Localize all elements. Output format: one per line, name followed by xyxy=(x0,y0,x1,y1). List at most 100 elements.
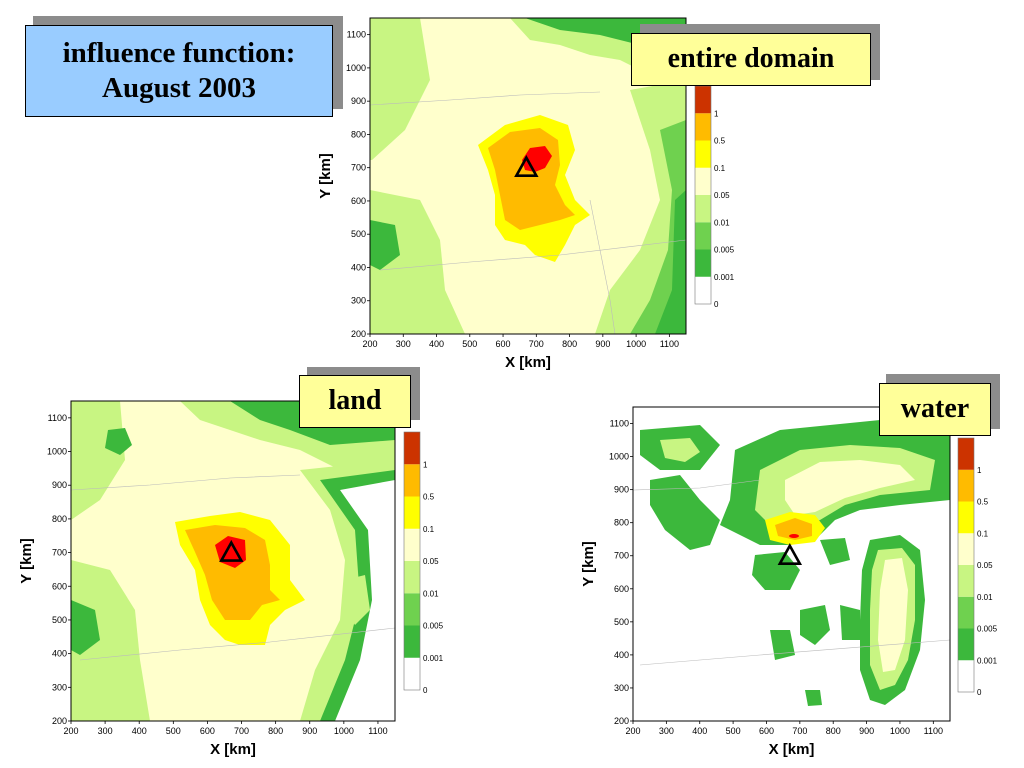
y-tick-label: 1100 xyxy=(610,419,629,429)
x-tick-label: 300 xyxy=(396,339,411,349)
colorbar-label: 0 xyxy=(423,686,428,695)
colorbar-segment xyxy=(404,625,420,658)
title-line-2: August 2003 xyxy=(102,71,256,104)
colorbar-segment xyxy=(695,276,711,304)
title-line-1: influence function: xyxy=(62,37,296,69)
x-tick-label: 900 xyxy=(859,726,874,736)
y-tick-label: 500 xyxy=(52,615,67,625)
plume-0.1 xyxy=(488,128,575,230)
y-tick-label: 900 xyxy=(52,480,67,490)
colorbar-segment xyxy=(958,565,974,597)
field-e-0.005 xyxy=(630,120,686,334)
x-tick-label: 700 xyxy=(234,726,249,736)
lake-shore xyxy=(589,199,616,334)
x-tick-label: 800 xyxy=(268,726,283,736)
field-sw-0.01 xyxy=(71,560,150,721)
y-tick-label: 1000 xyxy=(346,63,366,73)
y-tick-label: 600 xyxy=(351,196,366,206)
water-patch-e xyxy=(820,538,850,565)
colorbar-frame xyxy=(403,431,421,691)
x-tick-label: 200 xyxy=(625,726,640,736)
field-lake-island xyxy=(345,575,370,625)
plot-frame xyxy=(70,400,396,722)
y-tick-label: 900 xyxy=(351,96,366,106)
panel-label-entire-domain: entire domain xyxy=(631,33,871,86)
water-plume-0.1 xyxy=(775,518,812,540)
y-tick-label: 900 xyxy=(614,485,629,495)
x-tick-label: 400 xyxy=(692,726,707,736)
field-sw-0.001 xyxy=(71,600,100,655)
x-axis-label: X [km] xyxy=(210,741,256,758)
state-border xyxy=(639,639,950,666)
receptor-triangle xyxy=(514,155,539,177)
water-east-0.05 xyxy=(878,558,908,672)
y-tick-label: 1100 xyxy=(48,413,67,423)
x-tick-label: 300 xyxy=(98,726,113,736)
colorbar-label: 0.01 xyxy=(977,593,993,602)
x-tick-label: 1100 xyxy=(368,726,387,736)
colorbar-segment xyxy=(958,438,974,470)
colorbar-segment xyxy=(404,432,420,465)
field-nw-0.01 xyxy=(370,18,430,160)
x-tick-label: 400 xyxy=(429,339,444,349)
y-tick-label: 600 xyxy=(614,584,629,594)
y-tick-label: 400 xyxy=(351,262,366,272)
colorbar-label: 0.001 xyxy=(714,273,735,282)
x-axis-label: X [km] xyxy=(505,354,551,371)
x-tick-label: 700 xyxy=(529,339,544,349)
water-patch-c xyxy=(752,552,800,590)
colorbar-segment xyxy=(695,249,711,277)
water-patch-s2 xyxy=(840,605,860,640)
colorbar-frame xyxy=(957,437,975,693)
country-border xyxy=(370,91,601,106)
colorbar-label: 0.001 xyxy=(423,654,444,663)
x-tick-label: 700 xyxy=(792,726,807,736)
colorbar-segment xyxy=(695,167,711,195)
x-tick-label: 1000 xyxy=(334,726,354,736)
panel-label-water: water xyxy=(879,383,991,436)
x-tick-label: 500 xyxy=(166,726,181,736)
colorbar-segment xyxy=(958,660,974,692)
colorbar-label: 0.005 xyxy=(977,625,998,634)
x-tick-label: 300 xyxy=(659,726,674,736)
water-patch-w xyxy=(650,475,720,550)
water-north-0.05 xyxy=(785,460,915,515)
plot-frame xyxy=(369,17,687,335)
y-tick-label: 300 xyxy=(614,683,629,693)
colorbar-segment xyxy=(404,464,420,497)
colorbar-segment xyxy=(695,113,711,141)
country-border xyxy=(633,479,761,491)
colorbar-segment xyxy=(695,140,711,168)
colorbar-label: 0.1 xyxy=(714,164,726,173)
y-tick-label: 700 xyxy=(52,548,67,558)
colorbar-label: 0.01 xyxy=(714,218,730,227)
state-border xyxy=(79,627,395,661)
colorbar-label: 0.1 xyxy=(423,525,435,534)
y-tick-label: 700 xyxy=(351,163,366,173)
colorbar-label: 0 xyxy=(977,688,982,697)
contour-map-land xyxy=(71,401,395,721)
x-tick-label: 600 xyxy=(200,726,215,736)
x-tick-label: 1100 xyxy=(660,339,679,349)
y-axis-label: Y [km] xyxy=(18,538,35,584)
colorbar-segment xyxy=(695,86,711,114)
y-tick-label: 400 xyxy=(614,650,629,660)
y-tick-label: 1100 xyxy=(347,30,366,40)
water-plume-0.5 xyxy=(789,534,799,538)
colorbar-segment xyxy=(404,593,420,626)
x-tick-label: 1000 xyxy=(890,726,910,736)
y-tick-label: 300 xyxy=(351,296,366,306)
y-tick-label: 400 xyxy=(52,649,67,659)
panel-land xyxy=(70,400,396,722)
receptor-triangle xyxy=(219,539,244,562)
water-patch-s4 xyxy=(805,690,822,706)
y-tick-label: 800 xyxy=(351,129,366,139)
chart-marks: 200 300 400 500 600 700 800 900 1000 110020030040… xyxy=(18,30,998,758)
receptor-triangle xyxy=(777,543,803,566)
colorbar-segment xyxy=(404,657,420,690)
y-axis-label: Y [km] xyxy=(580,541,597,587)
colorbar-segment xyxy=(958,501,974,534)
x-tick-label: 900 xyxy=(595,339,610,349)
y-axis-label: Y [km] xyxy=(317,153,334,199)
field-e-0.001 xyxy=(655,190,686,334)
